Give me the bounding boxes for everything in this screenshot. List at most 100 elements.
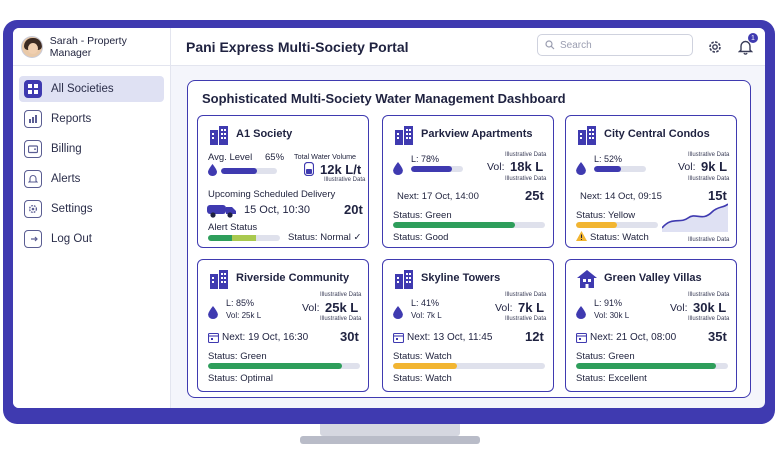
status-bar — [576, 222, 658, 228]
truck-icon — [207, 205, 236, 218]
sidebar-item-settings[interactable]: Settings — [19, 196, 164, 222]
next-delivery: Next: 17 Oct, 14:00 — [397, 191, 479, 202]
illustrative-label: Illustrative Data — [320, 316, 362, 322]
status-label: Status: Green — [393, 210, 452, 221]
illustrative-label: Illustrative Data — [688, 176, 730, 182]
monitor-frame: Sarah - Property Manager Pani Express Mu… — [3, 20, 775, 424]
status-bar — [393, 222, 545, 228]
trend-sparkline — [662, 203, 728, 232]
house-icon — [577, 270, 597, 288]
status-bar — [208, 363, 360, 369]
avg-level-label: Avg. Level — [208, 152, 253, 163]
sidebar-item-label: Reports — [51, 113, 92, 125]
delivery-label: Upcoming Scheduled Delivery — [208, 189, 336, 200]
bell-icon — [24, 170, 42, 188]
illustrative-label: Illustrative Data — [688, 316, 730, 322]
society-card-city-central[interactable]: City Central Condos L: 52% Illustrative … — [565, 115, 737, 248]
water-drop-icon — [208, 306, 218, 319]
society-card-parkview[interactable]: Parkview Apartments L: 78% Illustrative … — [382, 115, 554, 248]
status-label: Status: Green — [208, 351, 267, 362]
water-drop-icon — [393, 306, 403, 319]
level-value: L: 78% — [411, 154, 440, 164]
volume-label: Vol: — [487, 161, 505, 173]
calendar-icon — [576, 332, 587, 343]
monitor-stand — [320, 424, 460, 436]
water-drop-icon — [576, 306, 586, 319]
volume-value: 9k L — [701, 159, 728, 174]
delivery-date: 15 Oct, 10:30 — [244, 204, 311, 216]
dashboard-panel: Sophisticated Multi-Society Water Manage… — [187, 80, 751, 398]
building-icon — [395, 126, 413, 145]
status-footer: Status: Watch — [590, 232, 649, 243]
logout-icon — [24, 230, 42, 248]
water-drop-icon — [208, 164, 217, 176]
alert-status-bar — [208, 235, 280, 241]
search-input[interactable] — [560, 39, 680, 51]
illustrative-label: Illustrative Data — [505, 292, 547, 298]
sidebar-item-billing[interactable]: Billing — [19, 136, 164, 162]
level-bar — [221, 168, 277, 174]
app-screen: Sarah - Property Manager Pani Express Mu… — [13, 28, 765, 408]
sidebar-item-all-societies[interactable]: All Societies — [19, 76, 164, 102]
status-label: Status: Yellow — [576, 210, 636, 221]
status-footer: Status: Watch — [393, 373, 452, 384]
illustrative-label: Illustrative Data — [688, 152, 730, 158]
society-name: A1 Society — [236, 128, 293, 140]
level-value: L: 41% — [411, 298, 440, 308]
avg-level-value: 65% — [265, 152, 285, 163]
status-bar — [576, 363, 728, 369]
status-footer: Status: Excellent — [576, 373, 647, 384]
calendar-icon — [393, 332, 404, 343]
warning-icon — [576, 231, 587, 241]
status-label: Status: Watch — [393, 351, 452, 362]
next-delivery: Next: 13 Oct, 11:45 — [407, 332, 493, 343]
alert-status-label: Alert Status — [208, 222, 258, 233]
chart-document-icon — [24, 110, 42, 128]
sidebar: All Societies Reports Billing Alerts Set… — [13, 66, 171, 408]
dashboard-title: Sophisticated Multi-Society Water Manage… — [202, 91, 566, 106]
society-name: Parkview Apartments — [421, 128, 533, 140]
illustrative-label: Illustrative Data — [688, 292, 730, 298]
sidebar-item-reports[interactable]: Reports — [19, 106, 164, 132]
gear-icon — [24, 200, 42, 218]
volume-label: Vol: — [678, 161, 696, 173]
volume-small: Vol: 30k L — [594, 311, 630, 320]
status-bar — [393, 363, 545, 369]
status-footer: Status: Optimal — [208, 373, 273, 384]
society-card-skyline[interactable]: Skyline Towers L: 41% Vol: 7k L Illustra… — [382, 259, 554, 392]
search-box[interactable] — [537, 34, 693, 56]
total-volume-value: 12k L/t — [320, 162, 362, 177]
calendar-icon — [208, 332, 219, 343]
volume-value: 7k L — [518, 300, 545, 315]
society-card-riverside[interactable]: Riverside Community L: 85% Vol: 25k L Il… — [197, 259, 369, 392]
delivery-quantity: 25t — [525, 188, 544, 203]
sidebar-item-label: Log Out — [51, 233, 92, 245]
society-card-a1[interactable]: A1 Society Avg. Level 65% Total Water Vo… — [197, 115, 369, 248]
sidebar-item-label: All Societies — [51, 83, 114, 95]
volume-label: Vol: — [495, 302, 513, 314]
notification-bell-button[interactable]: 1 — [735, 33, 758, 57]
volume-value: 30k L — [693, 300, 727, 315]
illustrative-label: Illustrative Data — [320, 292, 362, 298]
delivery-quantity: 15t — [708, 188, 727, 203]
sidebar-item-alerts[interactable]: Alerts — [19, 166, 164, 192]
illustrative-label: Illustrative Data — [505, 152, 547, 158]
gear-icon[interactable] — [705, 37, 725, 57]
volume-value: 25k L — [325, 300, 359, 315]
status-label: Status: Green — [576, 351, 635, 362]
society-card-green-valley[interactable]: Green Valley Villas L: 91% Vol: 30k L Il… — [565, 259, 737, 392]
next-delivery: Next: 21 Oct, 08:00 — [590, 332, 677, 343]
portal-title: Pani Express Multi-Society Portal — [186, 39, 409, 55]
volume-small: Vol: 7k L — [411, 311, 442, 320]
sidebar-item-label: Alerts — [51, 173, 81, 185]
society-name: Green Valley Villas — [604, 272, 702, 284]
society-name: City Central Condos — [604, 128, 710, 140]
level-bar — [411, 166, 463, 172]
monitor-base — [300, 436, 480, 444]
sidebar-item-log-out[interactable]: Log Out — [19, 226, 164, 252]
alert-status-value: Status: Normal ✓ — [288, 232, 362, 243]
grid-icon — [24, 80, 42, 98]
avatar[interactable] — [21, 36, 43, 58]
user-profile[interactable]: Sarah - Property Manager — [13, 28, 171, 66]
volume-label: Vol: — [670, 302, 688, 314]
